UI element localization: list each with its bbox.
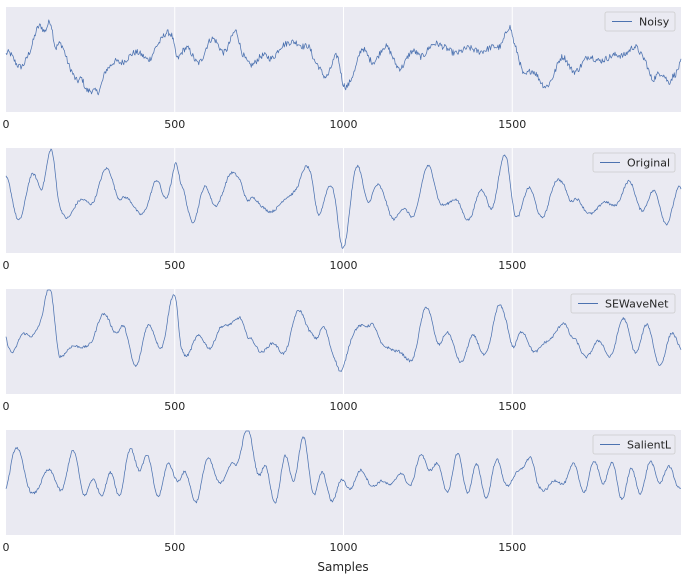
legend-box	[592, 434, 676, 455]
series-line-original	[5, 148, 682, 249]
x-axis-label: Samples	[317, 560, 368, 574]
legend-label: SalientL	[627, 439, 672, 452]
subplot-original: 0 500 1000 1500 Original	[3, 148, 682, 272]
x-tick-label: 0	[3, 259, 10, 272]
x-tick-label: 1000	[330, 400, 358, 413]
legend-label: Noisy	[639, 16, 670, 29]
legend-label: SEWaveNet	[605, 298, 669, 311]
x-tick-label: 0	[3, 118, 10, 131]
x-tick-label: 500	[164, 400, 185, 413]
legend-box	[570, 293, 676, 314]
x-tick-label: 1500	[498, 541, 526, 554]
legend: Original	[592, 152, 676, 173]
subplot-salientl: 0 500 1000 1500 SalientL	[3, 430, 682, 554]
series-line-noisy	[5, 19, 682, 96]
legend-box	[604, 11, 676, 32]
x-tick-label: 1500	[498, 400, 526, 413]
legend: SEWaveNet	[570, 293, 676, 314]
x-tick-label: 1500	[498, 118, 526, 131]
x-tick-label: 0	[3, 541, 10, 554]
series-line-sewavenet	[5, 289, 682, 372]
x-tick-label: 1000	[330, 259, 358, 272]
legend: SalientL	[592, 434, 676, 455]
x-tick-label: 1000	[330, 118, 358, 131]
legend-label: Original	[627, 157, 670, 170]
x-tick-label: 0	[3, 400, 10, 413]
legend-box	[592, 152, 676, 173]
x-tick-label: 500	[164, 259, 185, 272]
subplot-sewavenet: 0 500 1000 1500 SEWaveNet	[3, 289, 682, 413]
series-line-salientl	[5, 430, 682, 504]
subplots: 0 500 1000 1500 Noisy 0 500 1000 1500 Original 0 50…	[3, 7, 682, 554]
subplot-noisy: 0 500 1000 1500 Noisy	[3, 7, 682, 131]
x-tick-label: 1500	[498, 259, 526, 272]
legend: Noisy	[604, 11, 676, 32]
x-tick-label: 500	[164, 118, 185, 131]
x-tick-label: 500	[164, 541, 185, 554]
x-tick-label: 1000	[330, 541, 358, 554]
